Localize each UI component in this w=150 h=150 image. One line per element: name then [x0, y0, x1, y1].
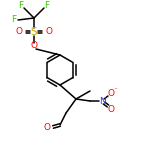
Text: F: F [18, 2, 24, 10]
Text: F: F [44, 2, 50, 10]
Text: O: O [45, 27, 52, 36]
Text: O: O [30, 42, 38, 51]
Text: F: F [11, 15, 16, 24]
Text: O: O [15, 27, 22, 36]
Text: S: S [31, 27, 37, 37]
Text: O: O [44, 123, 51, 132]
Text: O: O [108, 105, 114, 114]
Text: O: O [108, 88, 114, 98]
Text: N: N [99, 96, 105, 105]
Text: ⁻: ⁻ [113, 87, 117, 93]
